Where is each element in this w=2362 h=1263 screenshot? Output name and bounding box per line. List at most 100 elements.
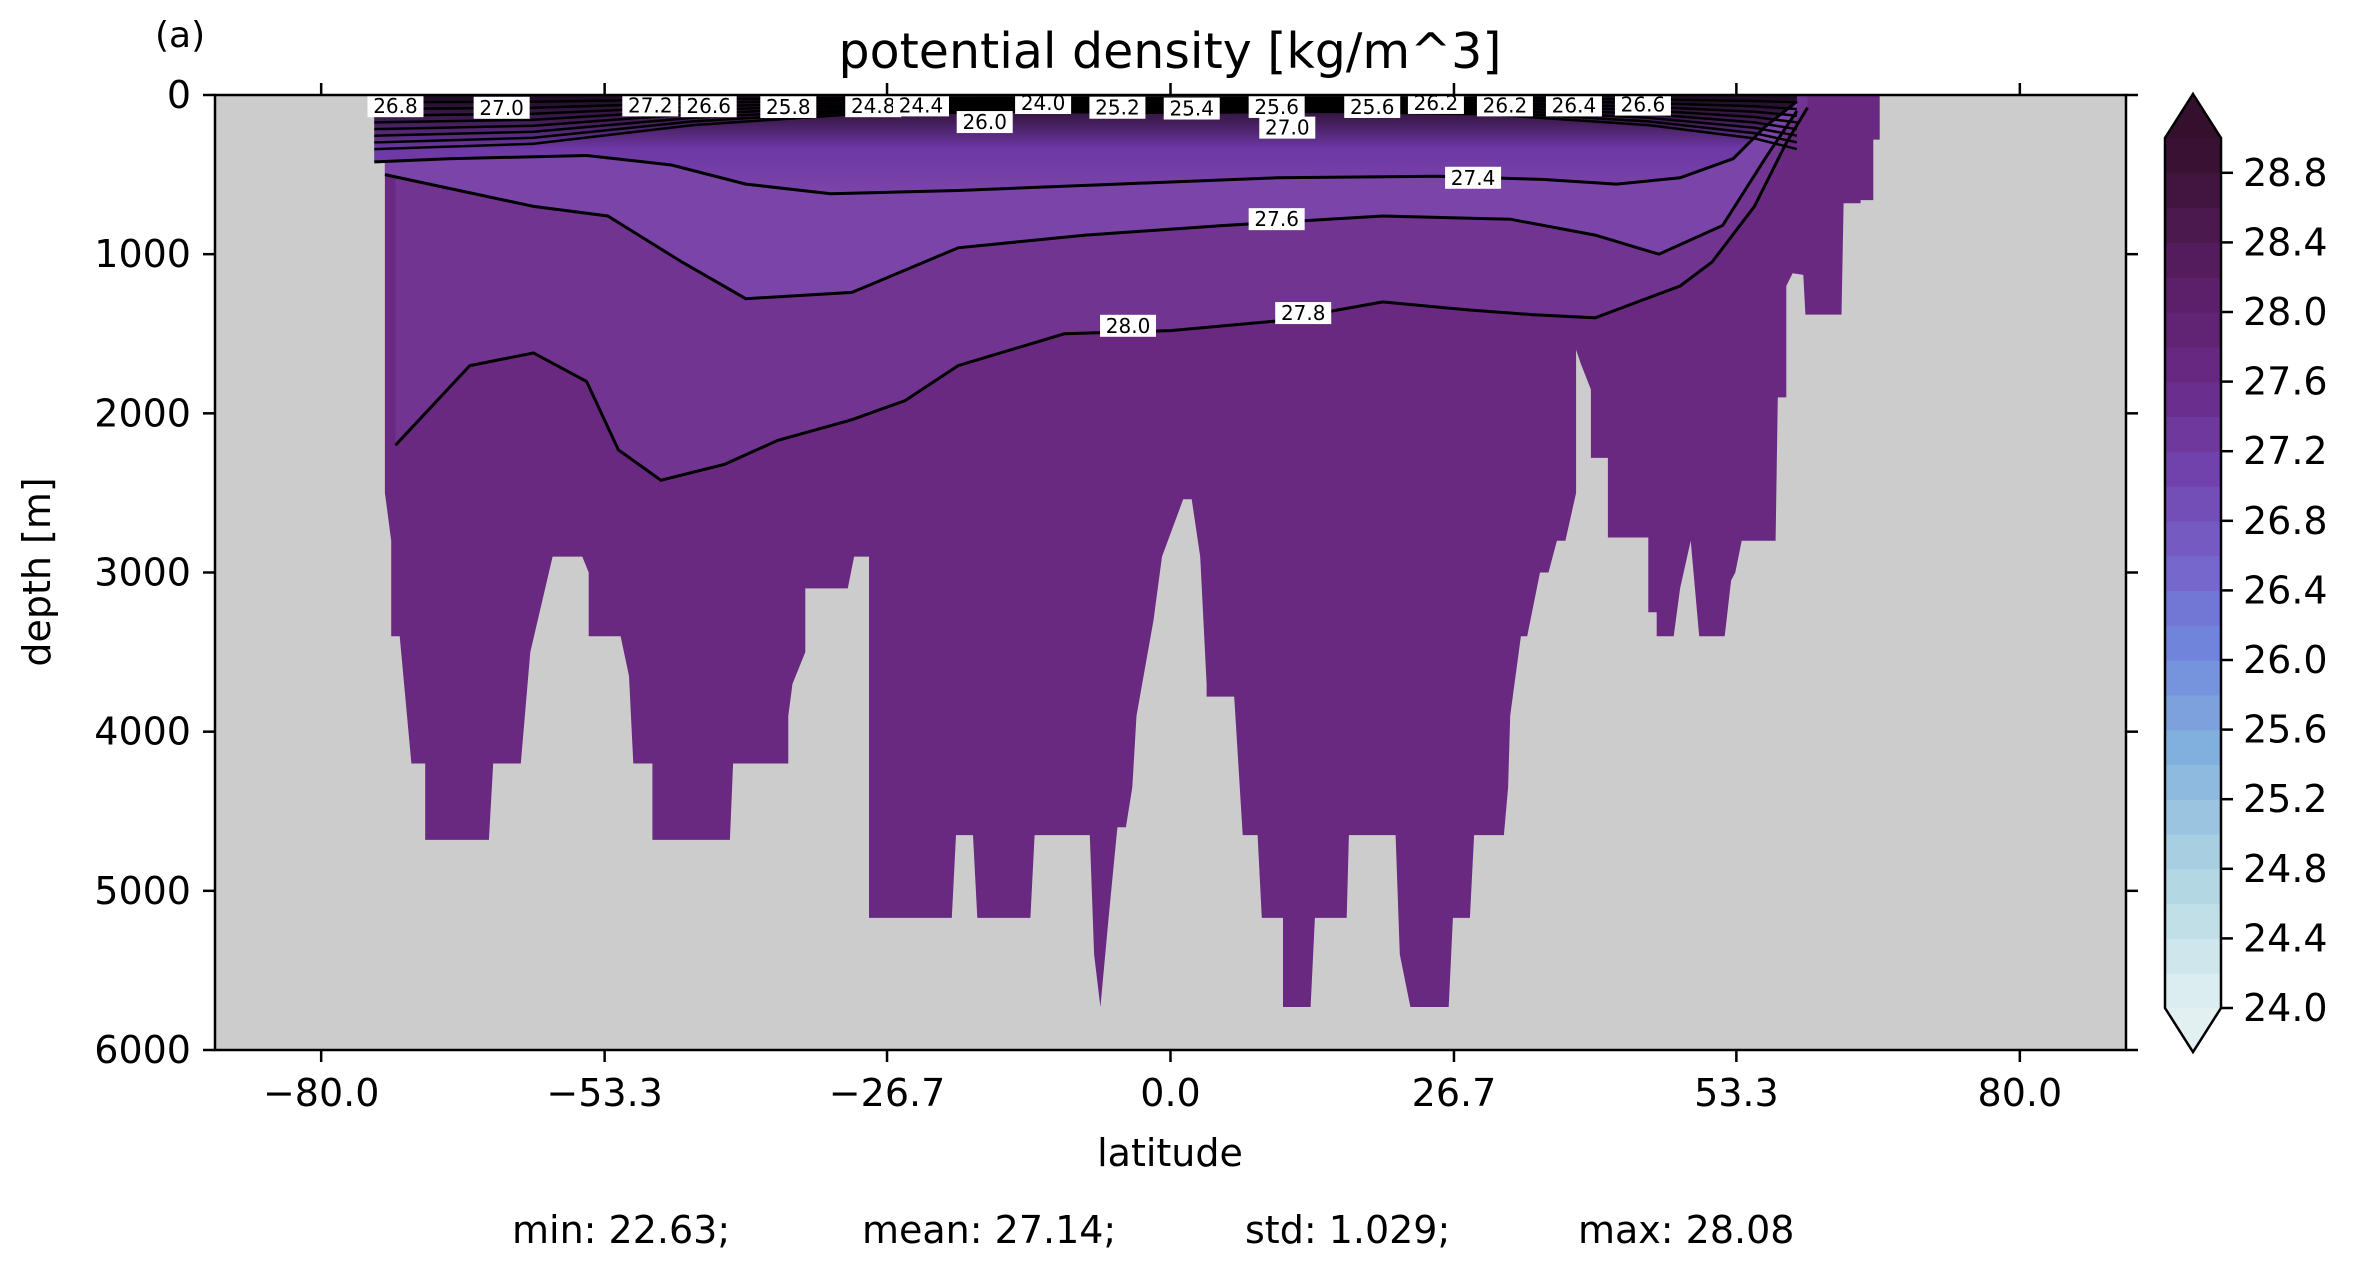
colorbar-tick-label: 28.0 (2243, 290, 2328, 334)
colorbar-tick-label: 28.4 (2243, 220, 2328, 264)
contour-label-text: 25.8 (766, 95, 811, 119)
contour-label-text: 26.6 (686, 94, 731, 118)
contour-label-text: 24.8 (851, 94, 896, 118)
contour-label-box (1614, 95, 1671, 116)
colorbar-tick-label: 24.4 (2243, 916, 2328, 960)
contour-line-27.6 (384, 110, 1799, 301)
x-axis: −80.0 −53.3 −26.7 0.0 26.7 53.3 80.0 (263, 83, 2062, 1115)
contour-label-text: 27.6 (1254, 207, 1299, 231)
colorbar-extend-bottom (2165, 1008, 2221, 1052)
colorbar-band (2165, 277, 2221, 313)
contour-label-box (367, 95, 424, 118)
colorbar-band (2165, 694, 2221, 731)
x-tick-label: 53.3 (1694, 1071, 1779, 1115)
y-tick-label: 1000 (94, 232, 191, 276)
contour-label-box (1248, 208, 1305, 231)
contour-label-text: 25.2 (1095, 96, 1140, 120)
x-tick-label: 26.7 (1412, 1071, 1497, 1115)
x-tick-label: −80.0 (263, 1071, 379, 1115)
contour-label-text: 27.0 (479, 96, 524, 120)
contour-label: 27.0 (1259, 116, 1316, 140)
contour-label-text: 25.4 (1169, 97, 1214, 121)
colorbar-band (2165, 555, 2221, 591)
contour-label-text: 27.0 (1265, 116, 1310, 140)
colorbar-tick-label: 27.2 (2243, 429, 2328, 473)
contour-label: 25.2 (1089, 96, 1146, 120)
contour-label-box (1100, 314, 1157, 337)
y-tick-label: 3000 (94, 551, 191, 595)
colorbar-band (2165, 729, 2221, 765)
colorbar-band (2165, 486, 2221, 522)
contour-label: 25.6 (1248, 95, 1305, 119)
contour-label: 27.8 (1275, 301, 1332, 325)
colorbar-band (2165, 451, 2221, 487)
contour-label-text: 27.8 (1281, 301, 1326, 325)
contour-label-box (1344, 95, 1401, 118)
contour-label-box (1163, 97, 1220, 120)
contour-label: 27.0 (473, 96, 530, 120)
colorbar-band (2165, 416, 2221, 452)
contour-label-box (1248, 95, 1305, 118)
contour-label: 26.6 (680, 94, 737, 118)
contour-label-box (1015, 95, 1072, 114)
contour-label-text: 24.4 (899, 93, 944, 117)
y-tick-label: 2000 (94, 391, 191, 435)
stats-line: min: 22.63; mean: 27.14; std: 1.029; max… (512, 1208, 1794, 1252)
contour-label-box (1407, 95, 1464, 114)
colorbar-band (2165, 312, 2221, 348)
contour-label: 25.4 (1163, 97, 1220, 121)
colorbar-tick-label: 25.6 (2243, 708, 2328, 752)
colorbar-band (2165, 834, 2221, 870)
contour-label-box (1545, 95, 1602, 117)
colorbar-tick-label: 26.4 (2243, 568, 2328, 612)
stats-std: std: 1.029; (1245, 1208, 1450, 1252)
contour-label-box (1275, 302, 1332, 325)
contour-label-box (622, 95, 679, 117)
colorbar-band (2165, 938, 2221, 974)
contour-labels: 26.8 27.0 27.2 26.6 25.8 24.8 24.4 26.0 24.0 25.2… (367, 91, 1671, 338)
y-tick-label: 6000 (94, 1028, 191, 1072)
colorbar-tick-label: 26.8 (2243, 499, 2328, 543)
contour-label: 25.6 (1344, 95, 1401, 119)
contour-label-box (1259, 116, 1316, 139)
colorbar-tick-label: 25.2 (2243, 777, 2328, 821)
colorbar-tick-label: 26.0 (2243, 638, 2328, 682)
contour-label-box (1476, 95, 1533, 117)
y-axis-label: depth [m] (15, 477, 59, 666)
contour-label: 26.8 (367, 94, 424, 118)
x-tick-label: −26.7 (829, 1071, 945, 1115)
colorbar-band (2165, 381, 2221, 417)
contour-label-box (473, 96, 530, 119)
contour-label: 27.2 (622, 93, 679, 117)
contour-label-text: 27.2 (628, 93, 673, 117)
plot-area: 26.8 27.0 27.2 26.6 25.8 24.8 24.4 26.0 24.0 25.2… (213, 91, 2128, 1052)
contour-label: 26.6 (1614, 93, 1671, 117)
stats-min: min: 22.63; (512, 1208, 730, 1252)
stats-max: max: 28.08 (1578, 1208, 1794, 1252)
colorbar-band (2165, 590, 2221, 626)
contour-label-text: 28.0 (1106, 314, 1151, 338)
contour-label: 26.4 (1545, 95, 1602, 117)
contour-label: 28.0 (1100, 314, 1157, 338)
colorbar-band (2165, 660, 2221, 696)
contour-label-text: 26.0 (962, 110, 1007, 134)
colorbar-band (2165, 973, 2221, 1009)
colorbar-band (2165, 903, 2221, 939)
contour-label-box (893, 95, 950, 117)
contour-label-box (845, 95, 902, 118)
colorbar-tick-label: 27.6 (2243, 360, 2328, 404)
contour-label-text: 26.6 (1621, 93, 1666, 117)
colorbar: 24.0 24.4 24.8 25.2 25.6 26.0 26.4 26.8 27.2 27.6… (2163, 91, 2328, 1055)
contour-label-text: 26.2 (1414, 91, 1459, 115)
contour-label-box (760, 95, 817, 118)
colorbar-tick-label: 28.8 (2243, 151, 2328, 195)
contour-line-27.4 (374, 100, 1798, 196)
contour-label-text: 26.8 (373, 94, 418, 118)
contour-label-text: 25.6 (1350, 95, 1395, 119)
colorbar-band (2165, 138, 2221, 174)
x-tick-label: −53.3 (546, 1071, 662, 1115)
colorbar-band (2165, 764, 2221, 800)
chart-title: potential density [kg/m^3] (839, 23, 1502, 80)
colorbar-band (2165, 346, 2221, 383)
